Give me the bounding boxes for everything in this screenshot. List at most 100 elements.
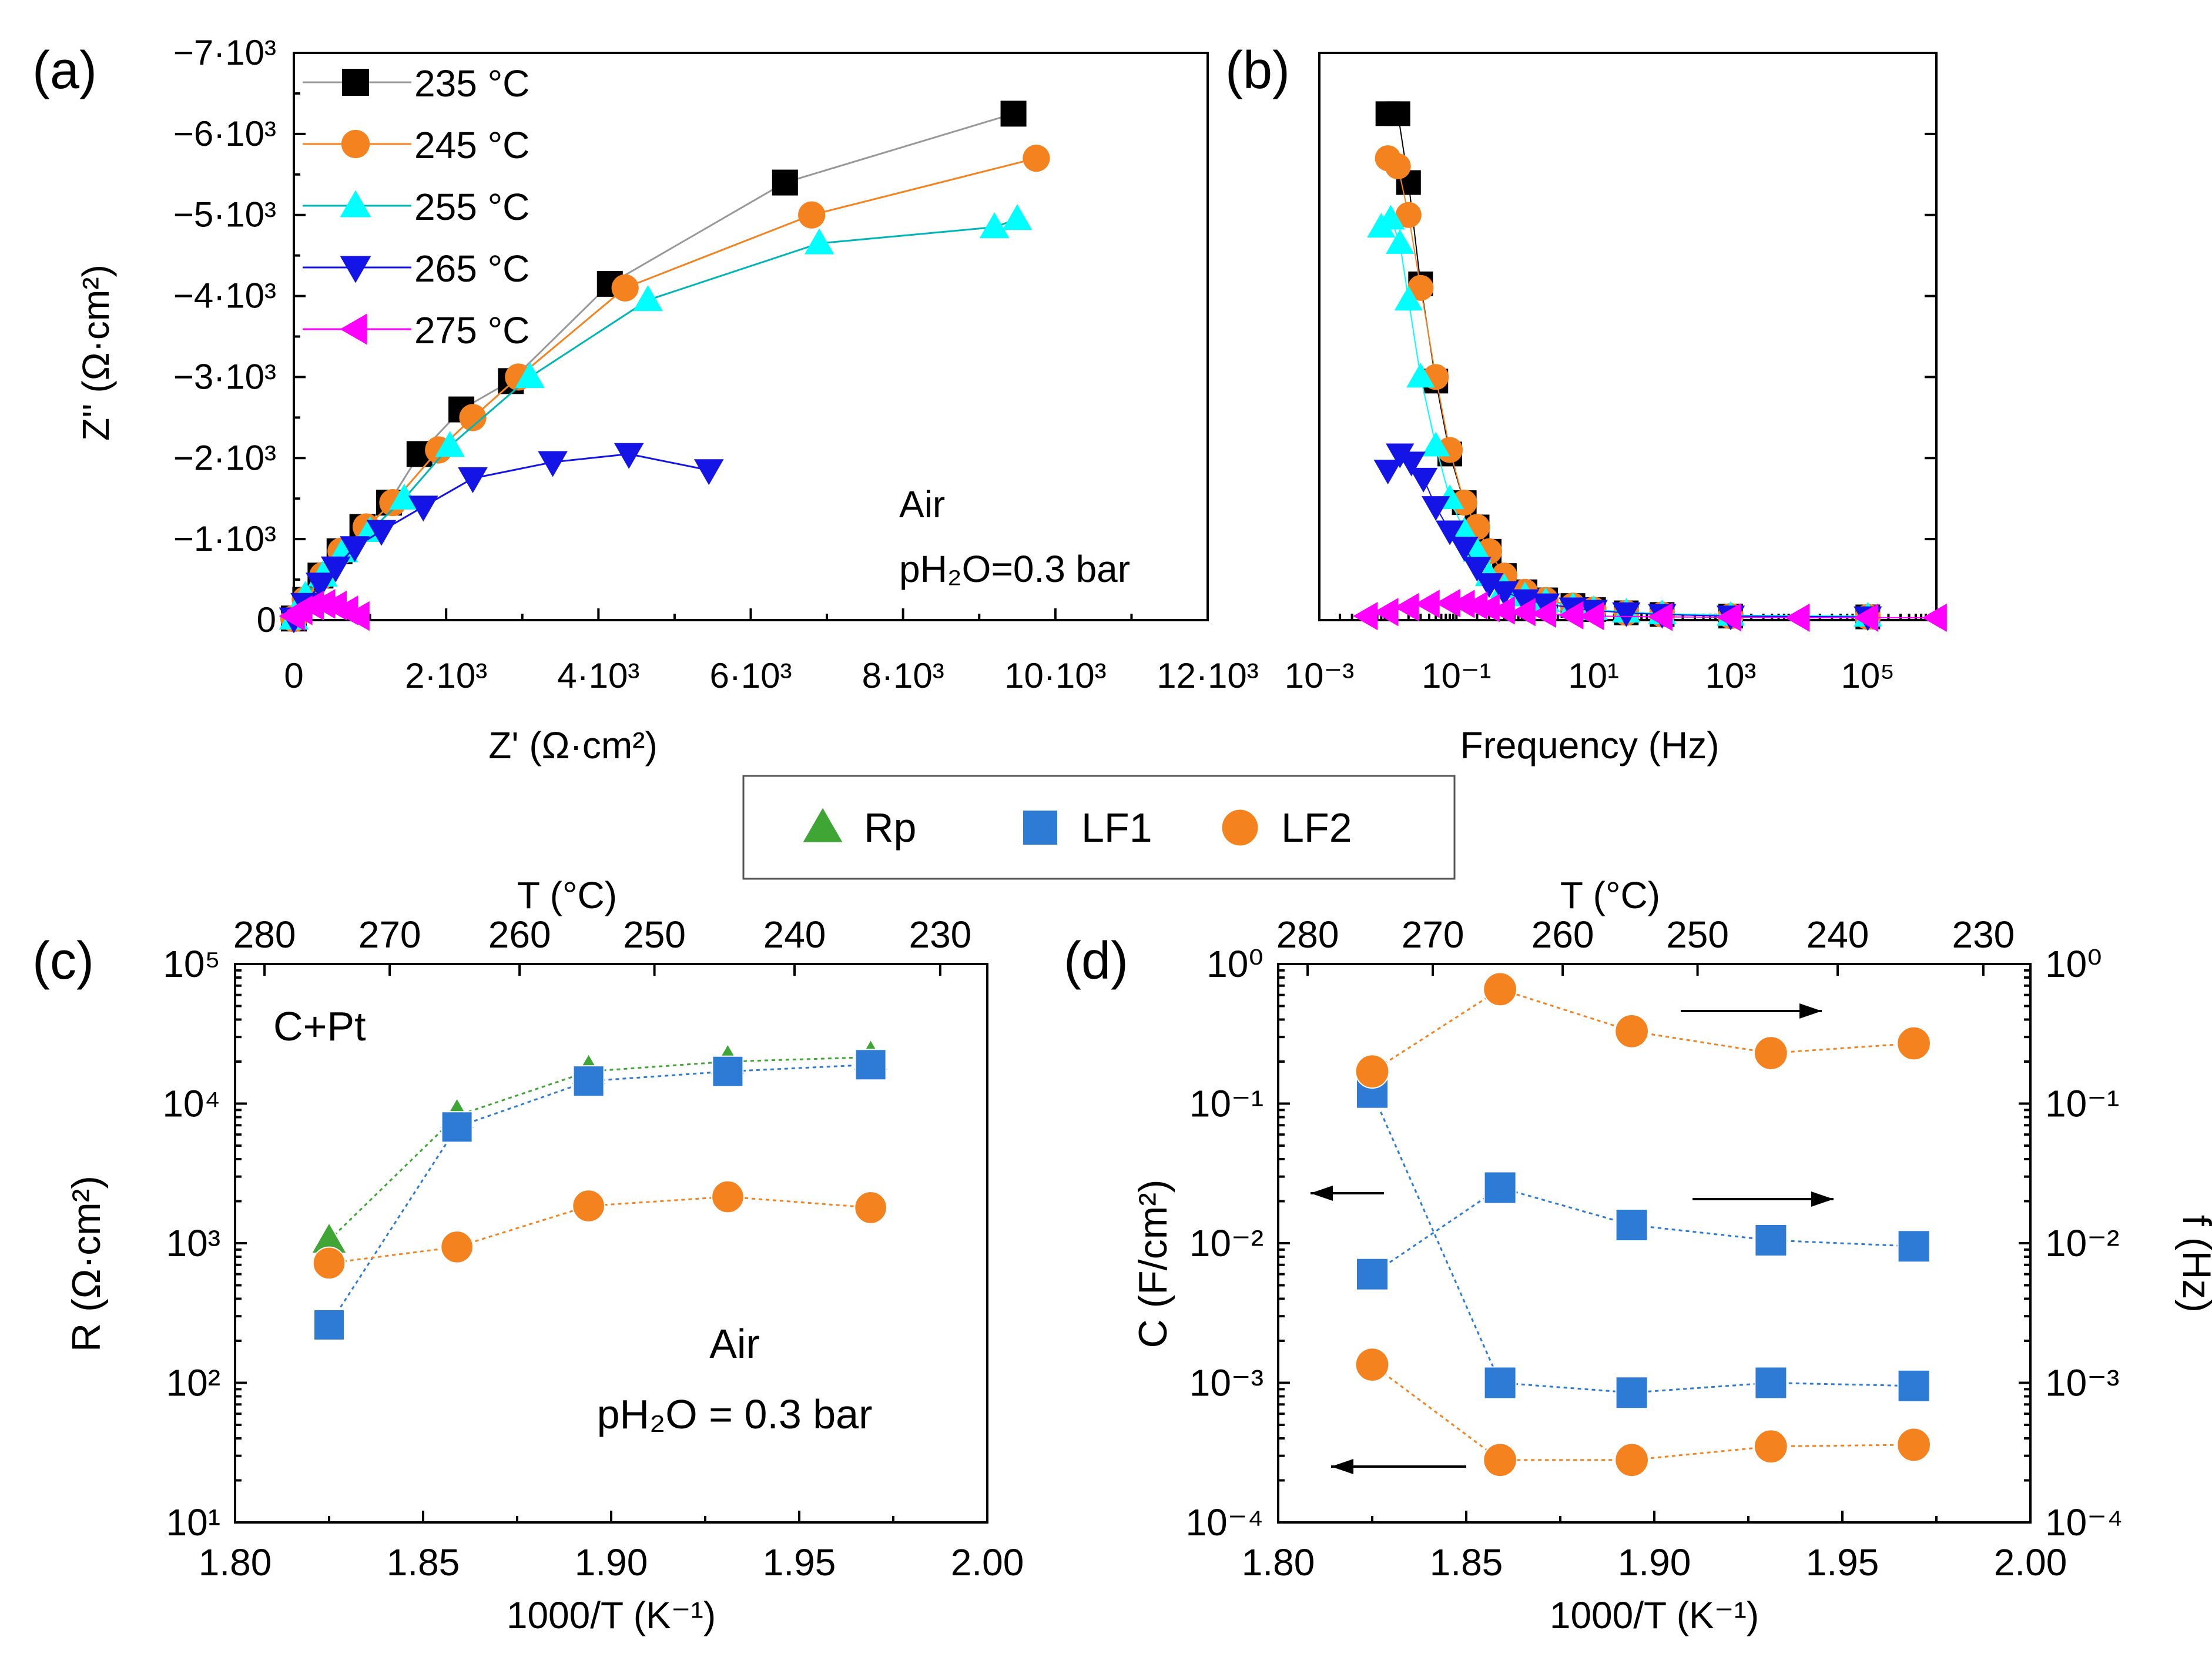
panel-b-xtick-label: 10¹ bbox=[1568, 656, 1619, 695]
panel-b-point bbox=[1406, 363, 1435, 388]
panel-b-point bbox=[1612, 602, 1641, 627]
panel-d-toptick-label: 280 bbox=[1276, 913, 1339, 956]
panel-a-point bbox=[298, 590, 324, 621]
panel-a-point bbox=[458, 467, 488, 494]
panel-c-toptick-label: 280 bbox=[233, 913, 296, 956]
panel-d-rtick-label: 10⁻² bbox=[2045, 1222, 2119, 1264]
panel-b-point bbox=[1474, 573, 1504, 598]
panel-b-series-line bbox=[1380, 217, 1868, 617]
panel-a-point bbox=[611, 274, 639, 302]
panel-c-ylabel: R (Ω·cm²) bbox=[64, 1176, 109, 1352]
panel-b-point bbox=[1395, 202, 1422, 228]
panel-d-point bbox=[1614, 1442, 1649, 1478]
panel-a-annotation: pH₂O=0.3 bar bbox=[899, 548, 1130, 590]
panel-c-xtick-label: 1.85 bbox=[387, 1541, 460, 1584]
panel-d-point bbox=[1754, 1036, 1788, 1070]
panel-a-point bbox=[804, 228, 834, 255]
panel-c-point bbox=[572, 1189, 605, 1223]
shared-legend-label: LF2 bbox=[1281, 805, 1352, 851]
panel-b-point bbox=[1490, 581, 1519, 606]
panel-a-legend-marker bbox=[341, 129, 370, 159]
panel-a-legend-marker bbox=[340, 190, 371, 217]
panel-b-point bbox=[1394, 286, 1423, 311]
panel-d-point bbox=[1754, 1429, 1788, 1464]
panel-d-ytick-label: 10⁻² bbox=[1189, 1222, 1263, 1264]
panel-b-xtick-label: 10⁻¹ bbox=[1422, 656, 1491, 695]
panel-b-point bbox=[1463, 591, 1488, 620]
panel-c-toptick-label: 230 bbox=[909, 913, 971, 956]
panel-d-point bbox=[1754, 1366, 1788, 1400]
panel-d-toptick-label: 240 bbox=[1807, 913, 1869, 956]
panel-d-point bbox=[1356, 1257, 1389, 1291]
panel-a-point bbox=[306, 573, 336, 599]
panel-d-arrow-left-head bbox=[1331, 1459, 1353, 1474]
panel-c-toptick-label: 270 bbox=[358, 913, 421, 956]
panel-a-point bbox=[1000, 101, 1027, 127]
panel-a-point bbox=[320, 556, 351, 583]
panel-c-xtick-label: 2.00 bbox=[951, 1541, 1024, 1584]
panel-b-point bbox=[1450, 590, 1475, 618]
panel-d-point bbox=[1896, 1427, 1931, 1462]
panel-a-legend-label: 265 °C bbox=[414, 247, 529, 290]
panel-d-toplabel: T (°C) bbox=[1560, 874, 1660, 916]
panel-b-point bbox=[1373, 598, 1399, 627]
panel-c-series-line bbox=[329, 1196, 871, 1264]
panel-b-point bbox=[1474, 594, 1500, 622]
panel-a-legend-label: 275 °C bbox=[414, 309, 529, 352]
panel-b-point bbox=[1435, 520, 1464, 545]
panel-d-point bbox=[1896, 1026, 1931, 1061]
panel-b-point bbox=[1559, 601, 1584, 630]
panel-b-point bbox=[1490, 596, 1515, 625]
panel-d-rtick-label: 10⁻⁴ bbox=[2045, 1501, 2123, 1544]
panel-a-legend-label: 245 °C bbox=[414, 124, 529, 166]
panel-b-point bbox=[1394, 593, 1419, 622]
panel-a-legend-marker bbox=[342, 69, 369, 96]
panel-b-point bbox=[1397, 451, 1426, 477]
panel-label-a: (a) bbox=[32, 41, 97, 100]
panel-c-toptick-label: 240 bbox=[763, 913, 826, 956]
panel-b-point bbox=[1385, 153, 1411, 180]
panel-c-ytick-label: 10¹ bbox=[166, 1501, 221, 1544]
panel-a-ytick-label: −2·10³ bbox=[173, 438, 276, 477]
panel-d-arrow-left-head bbox=[1311, 1186, 1333, 1201]
panel-b-point bbox=[1463, 557, 1492, 582]
panel-d-xtick-label: 1.80 bbox=[1242, 1541, 1315, 1584]
panel-b-xtick-label: 10³ bbox=[1705, 656, 1757, 695]
panel-a-point bbox=[979, 212, 1010, 239]
panel-d-rtick-label: 10⁻¹ bbox=[2045, 1083, 2119, 1125]
panel-b-point bbox=[1422, 431, 1450, 457]
panel-label-c: (c) bbox=[32, 932, 94, 990]
panel-b-point bbox=[1450, 537, 1479, 562]
panel-b-point bbox=[1407, 275, 1434, 301]
panel-d-point bbox=[1483, 1171, 1517, 1204]
panel-a-point bbox=[389, 483, 420, 510]
panel-c-annotation: C+Pt bbox=[273, 1003, 366, 1049]
panel-c-toptick-label: 260 bbox=[488, 913, 551, 956]
panel-d-series-line bbox=[1371, 1092, 1914, 1394]
panel-a-point bbox=[1023, 145, 1050, 172]
panel-a-xtick-label: 2·10³ bbox=[405, 656, 487, 695]
panel-b-point bbox=[1579, 601, 1604, 631]
panel-a-point bbox=[435, 431, 465, 457]
panel-c-point bbox=[572, 1065, 605, 1097]
panel-c-point bbox=[854, 1049, 887, 1081]
panel-d-ylabel: C (F/cm²) bbox=[1131, 1179, 1175, 1348]
panel-b-frame bbox=[1318, 52, 1938, 621]
panel-d-point bbox=[1897, 1230, 1931, 1263]
shared-legend-box bbox=[742, 775, 1456, 880]
panel-b-point bbox=[1531, 599, 1556, 628]
panel-b-point bbox=[1385, 101, 1410, 126]
panel-b-point bbox=[1409, 467, 1438, 493]
panel-d-point bbox=[1615, 1209, 1648, 1242]
panel-c-point bbox=[440, 1230, 474, 1264]
panel-label-b: (b) bbox=[1225, 41, 1290, 100]
panel-a-xtick-label: 6·10³ bbox=[709, 656, 792, 695]
panel-a-point bbox=[1002, 204, 1033, 230]
panel-a-point bbox=[343, 601, 370, 631]
panel-c-point bbox=[441, 1111, 473, 1143]
panel-b-point bbox=[1373, 460, 1402, 485]
panel-a-ylabel: Z'' (Ω·cm²) bbox=[75, 265, 117, 441]
panel-d-ytick-label: 10⁻⁴ bbox=[1186, 1501, 1263, 1544]
panel-d-xlabel: 1000/T (K⁻¹) bbox=[1550, 1594, 1759, 1636]
panel-c-xtick-label: 1.95 bbox=[763, 1541, 836, 1584]
